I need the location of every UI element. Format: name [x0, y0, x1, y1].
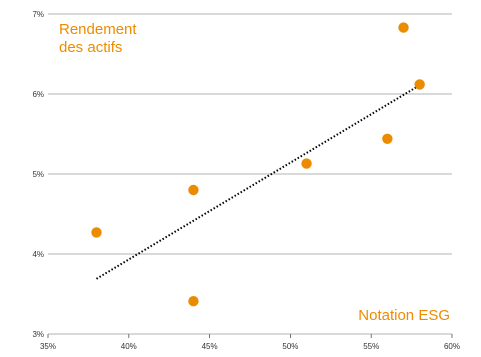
x-tick-label: 50% [282, 342, 298, 351]
data-point-0 [91, 227, 102, 238]
data-point-6 [414, 79, 425, 90]
y-tick-label: 7% [32, 10, 44, 19]
data-point-5 [398, 22, 409, 33]
x-tick-label: 40% [121, 342, 137, 351]
y-tick-label: 3% [32, 330, 44, 339]
x-tick-label: 35% [40, 342, 56, 351]
trend-line [95, 84, 421, 280]
y-tick-label: 5% [32, 170, 44, 179]
x-tick-label: 60% [444, 342, 460, 351]
gridlines [48, 13, 452, 335]
y-axis-label-line-2: des actifs [59, 39, 122, 56]
x-tick-label: 55% [363, 342, 379, 351]
x-axis-label: Notation ESG [358, 307, 450, 324]
data-point-4 [382, 133, 393, 144]
y-axis-label: Rendement des actifs [59, 21, 141, 56]
x-tick-label: 45% [202, 342, 218, 351]
y-tick-label: 6% [32, 90, 44, 99]
data-point-2 [188, 296, 199, 307]
data-point-3 [301, 158, 312, 169]
x-axis-ticks: 35% 40% 45% 50% 55% 60% [40, 334, 460, 351]
y-axis-label-line-1: Rendement [59, 21, 137, 38]
data-point-1 [188, 184, 199, 196]
y-tick-label: 4% [32, 250, 44, 259]
y-axis-ticks: 3% 4% 5% 6% 7% [32, 10, 44, 339]
data-points [91, 22, 425, 307]
